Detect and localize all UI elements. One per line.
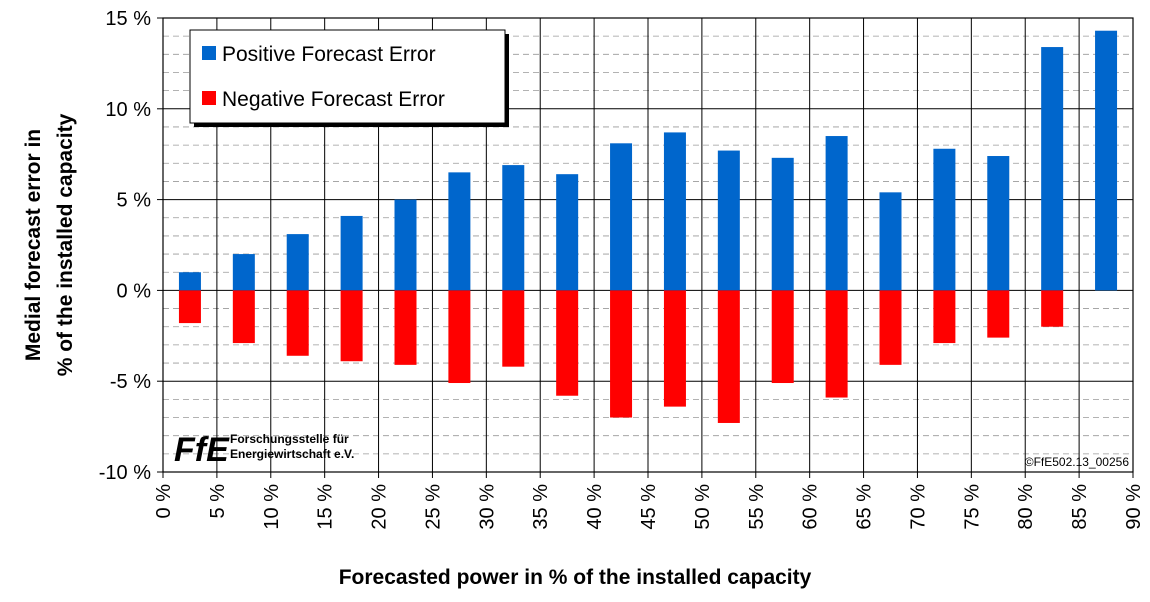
bar: [286, 290, 309, 356]
y-tick-label: 10 %: [105, 99, 151, 121]
bar: [825, 136, 848, 291]
x-tick-label: 25 %: [422, 484, 444, 530]
x-tick-label: 15 %: [315, 484, 337, 530]
x-axis-title: Forecasted power in % of the installed c…: [339, 566, 812, 589]
bar: [663, 132, 686, 291]
bar: [771, 157, 794, 291]
bar: [178, 290, 201, 324]
x-tick-label: 0 %: [153, 484, 175, 519]
bar: [610, 290, 633, 418]
bar: [663, 290, 686, 407]
bar: [987, 156, 1010, 291]
legend-swatch: [202, 91, 216, 105]
bar: [232, 254, 255, 291]
bar: [879, 192, 902, 291]
y-tick-label: 0 %: [117, 280, 152, 302]
x-tick-label: 5 %: [207, 484, 229, 519]
bar: [717, 150, 740, 291]
bar: [340, 215, 363, 291]
x-tick-label: 90 %: [1123, 484, 1145, 530]
legend-swatch: [202, 46, 216, 60]
legend-label: Negative Forecast Error: [222, 88, 445, 111]
y-axis-title: Medial forecast error in: [22, 129, 45, 361]
x-tick-label: 35 %: [530, 484, 552, 530]
x-tick-label: 65 %: [854, 484, 876, 530]
logo-text: Forschungsstelle für: [230, 432, 349, 446]
logo-mark: FfE: [174, 431, 230, 469]
x-tick-label: 85 %: [1069, 484, 1091, 530]
bar: [448, 290, 471, 384]
bar: [610, 143, 633, 291]
annotation: ©FfE502.13_00256: [1025, 455, 1130, 469]
y-tick-label: -5 %: [110, 371, 151, 393]
x-tick-label: 20 %: [369, 484, 391, 530]
bar: [987, 290, 1010, 338]
x-tick-label: 40 %: [584, 484, 606, 530]
x-tick-label: 80 %: [1015, 484, 1037, 530]
bar: [556, 174, 579, 291]
y-axis-title: % of the installed capacity: [54, 113, 77, 376]
x-tick-label: 55 %: [746, 484, 768, 530]
bar: [502, 165, 525, 291]
x-tick-label: 60 %: [800, 484, 822, 530]
bar: [178, 272, 201, 291]
bar: [879, 290, 902, 365]
x-tick-label: 70 %: [907, 484, 929, 530]
bar: [232, 290, 255, 344]
plot-border: [162, 17, 1134, 473]
x-tick-label: 50 %: [692, 484, 714, 530]
bar: [1041, 290, 1064, 327]
bar: [771, 290, 794, 384]
x-tick-label: 30 %: [476, 484, 498, 530]
bar: [933, 290, 956, 344]
x-tick-label: 10 %: [261, 484, 283, 530]
bar: [556, 290, 579, 396]
bar: [1041, 47, 1064, 291]
y-tick-label: 5 %: [117, 190, 152, 212]
logo-text: Energiewirtschaft e.V.: [230, 447, 354, 461]
y-tick-label: 15 %: [105, 8, 151, 30]
bar: [448, 172, 471, 291]
bar: [1095, 30, 1118, 291]
legend: [189, 29, 506, 124]
bar: [394, 199, 417, 291]
legend-label: Positive Forecast Error: [222, 43, 436, 66]
bar: [286, 234, 309, 291]
bar: [717, 290, 740, 423]
y-tick-label: -10 %: [99, 462, 151, 484]
x-tick-label: 45 %: [638, 484, 660, 530]
bar: [394, 290, 417, 365]
x-tick-label: 75 %: [961, 484, 983, 530]
bar: [340, 290, 363, 362]
bar: [933, 148, 956, 291]
bar: [825, 290, 848, 398]
bar: [502, 290, 525, 367]
